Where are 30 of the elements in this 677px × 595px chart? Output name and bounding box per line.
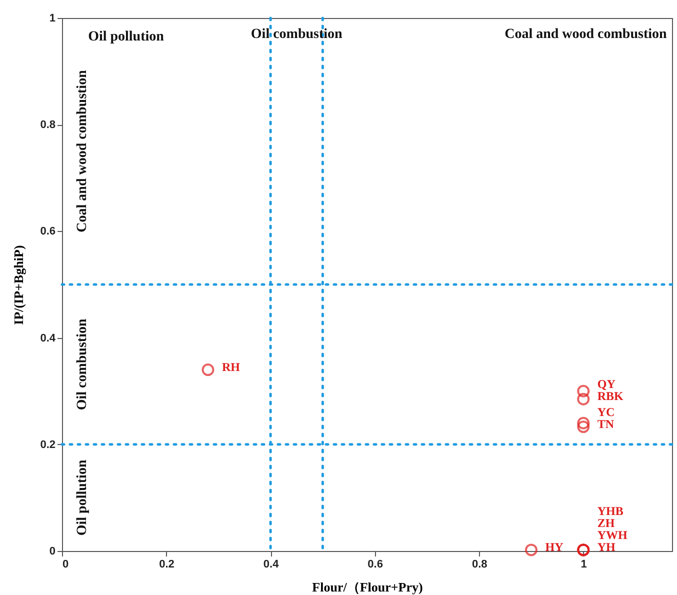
y-tick-label: 1: [49, 12, 56, 24]
x-tick-label: 0: [62, 558, 69, 570]
annotation: ZH: [597, 516, 616, 530]
annotation: RH: [222, 360, 241, 374]
annotation: TN: [597, 416, 614, 431]
annotation: Oil pollution: [74, 460, 90, 536]
x-tick-label: 0.2: [159, 558, 174, 570]
x-axis-title: Flour/（Flour+Pry): [312, 580, 423, 594]
y-tick-label: 0.8: [40, 119, 56, 132]
y-tick-label: 0.2: [40, 438, 56, 451]
annotation: HY: [545, 540, 564, 554]
x-tick-label: 1: [580, 558, 587, 570]
annotation: Oil combustion: [74, 318, 90, 410]
x-tick-label: 0.6: [368, 558, 383, 570]
annotation: YHB: [597, 504, 624, 518]
x-tick-label: 0.4: [263, 558, 280, 570]
y-axis-title: IP/(IP+BghiP): [11, 245, 26, 325]
annotation: Coal and wood combustion: [74, 70, 90, 232]
annotation: YWH: [597, 528, 628, 542]
y-tick-label: 0.6: [40, 226, 56, 238]
x-tick-label: 0.8: [472, 558, 488, 570]
annotation: YC: [597, 404, 615, 419]
y-tick-label: 0: [49, 546, 56, 558]
y-tick-label: 0.4: [40, 332, 56, 344]
annotation: Oil pollution: [88, 30, 164, 45]
annotation: Coal and wood combustion: [504, 26, 667, 42]
annotation: YH: [597, 540, 616, 554]
annotation: RBK: [597, 389, 624, 404]
annotation: QY: [597, 377, 616, 392]
annotation: Oil combustion: [250, 26, 343, 42]
